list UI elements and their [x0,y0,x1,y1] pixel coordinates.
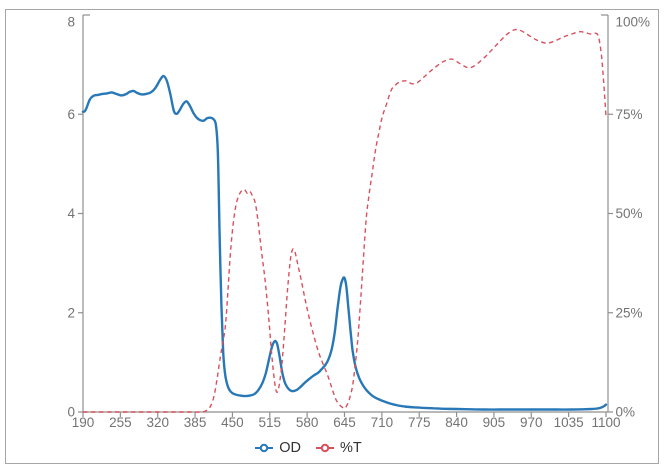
x-tick-label: 320 [146,415,169,430]
y-left-tick-label: 2 [67,305,75,320]
x-tick-label: 710 [371,415,394,430]
od-series-line [81,74,608,411]
legend-label-pct-t: %T [340,440,362,456]
x-tick-label: 840 [445,415,468,430]
x-tick-label: 970 [520,415,543,430]
x-tick-label: 255 [109,415,132,430]
y-left-tick-label: 8 [67,15,75,30]
y-right-tick-label: 50% [616,206,643,221]
x-tick-label: 1035 [554,415,584,430]
y-left-tick-label: 4 [67,206,75,221]
x-tick-label: 645 [333,415,356,430]
x-tick-label: 580 [296,415,319,430]
legend-item-od[interactable]: OD [254,440,301,456]
legend-label-od: OD [279,440,301,456]
x-tick-label: 1100 [591,415,620,430]
x-tick-label: 775 [408,415,431,430]
y-right-tick-label: 25% [616,305,643,320]
chart-legend: OD %T [0,440,616,456]
y-right-tick-label: 0% [616,405,636,420]
y-right-tick-label: 75% [616,107,643,122]
x-tick-label: 385 [184,415,207,430]
x-tick-label: 905 [483,415,506,430]
pct-t-series-line [83,28,607,413]
od-legend-marker-icon [255,443,274,453]
x-tick-label: 450 [221,415,244,430]
x-tick-label: 190 [72,415,95,430]
chart-frame [5,9,659,464]
y-right-tick-label: 100% [616,15,651,30]
y-left-tick-label: 0 [67,405,75,420]
y-left-tick-label: 6 [67,107,75,122]
legend-item-pct-t[interactable]: %T [315,440,362,456]
pct-t-legend-marker-icon [316,443,334,453]
x-tick-label: 515 [259,415,282,430]
